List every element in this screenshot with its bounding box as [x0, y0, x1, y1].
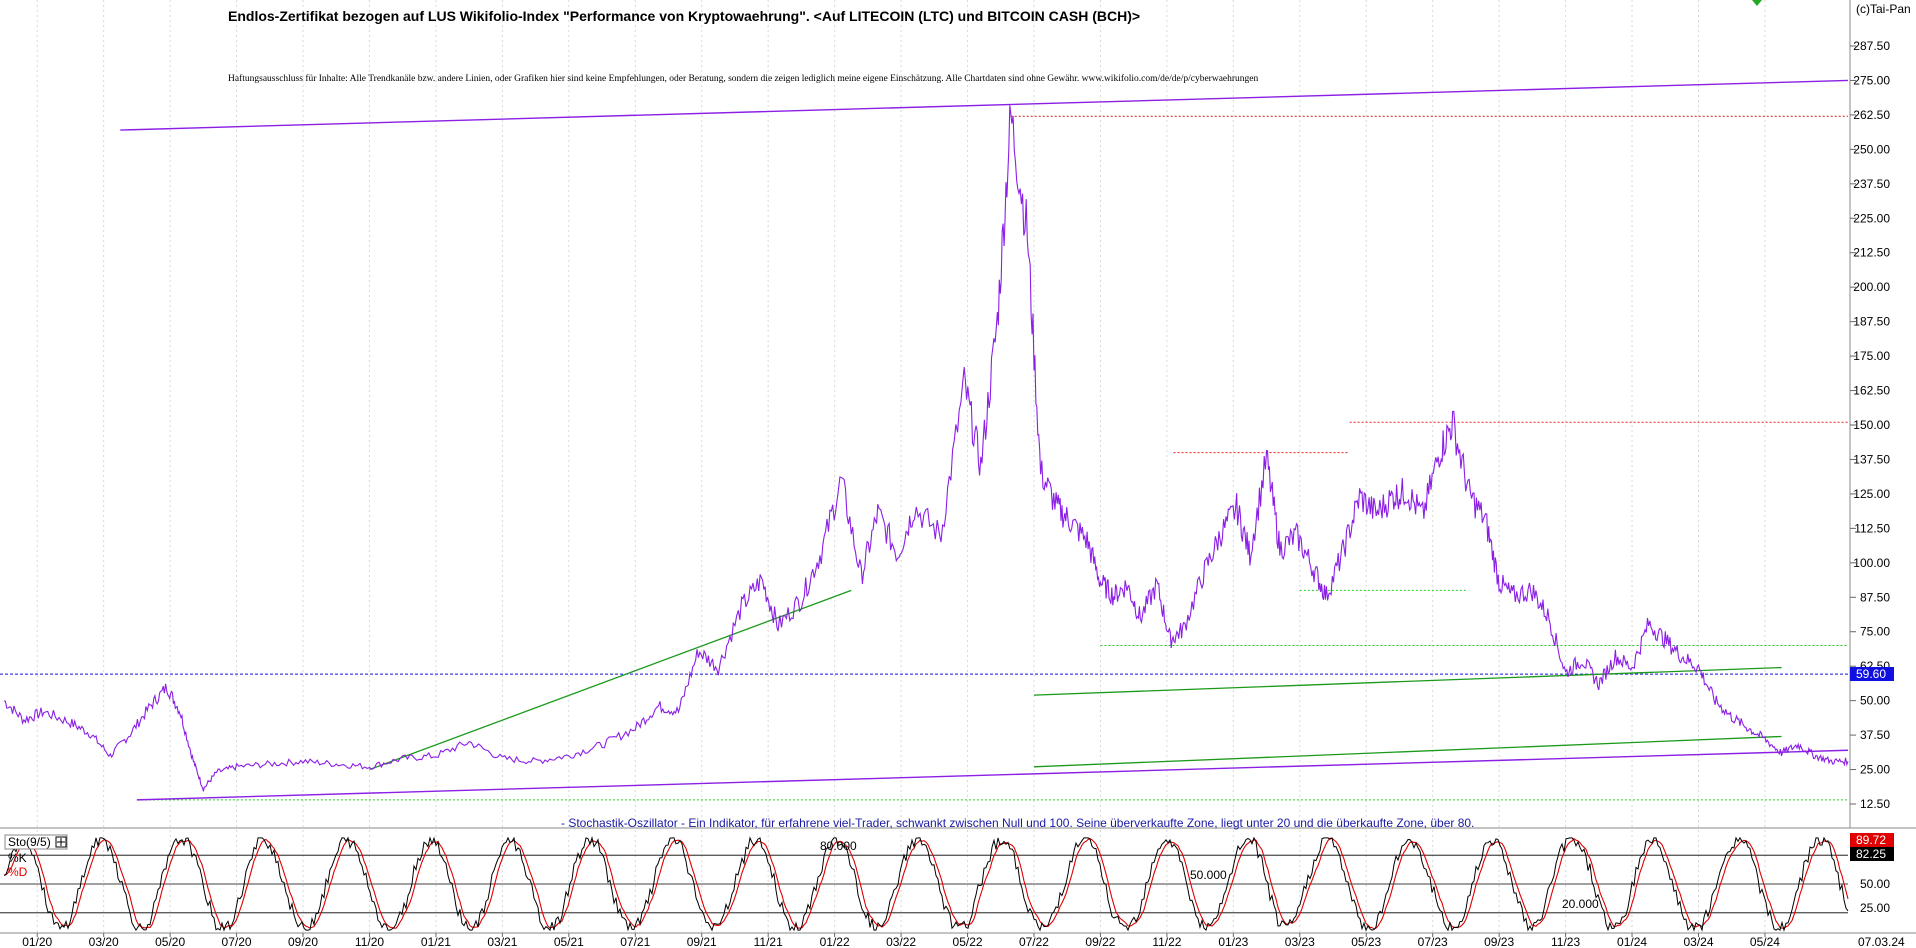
stochastic-k-line [3, 835, 1849, 932]
level-20-label: 20.000 [1562, 897, 1599, 911]
x-tick-label: 05/21 [554, 935, 584, 948]
stochastic-note: - Stochastik-Oszillator - Ein Indikator,… [561, 816, 1474, 830]
d-value-label: 82.25 [1856, 847, 1886, 861]
y-tick-label: 50.00 [1860, 694, 1890, 708]
price-axis-ticks: 287.50 275.00 262.50 250.00 237.50 225.00 212.… [1850, 39, 1890, 811]
chart-title: Endlos-Zertifikat bezogen auf LUS Wikifo… [228, 8, 1140, 24]
y-tick-label: 37.50 [1860, 728, 1890, 742]
stochastic-tick-label: 25.00 [1860, 901, 1890, 915]
x-tick-label: 01/22 [820, 935, 850, 948]
legend-k: %K [8, 851, 27, 865]
y-tick-label: 287.50 [1853, 39, 1890, 53]
channel-lower-line [136, 749, 1849, 801]
stochastic-d-line [3, 837, 1849, 930]
y-tick-label: 150.00 [1853, 418, 1890, 432]
last-price-label: 59.60 [1856, 667, 1886, 681]
last-price-box [1850, 667, 1894, 681]
x-tick-label: 05/24 [1750, 935, 1780, 948]
y-tick-label: 200.00 [1853, 280, 1890, 294]
expand-icon[interactable] [55, 836, 67, 848]
y-tick-label: 262.50 [1853, 108, 1890, 122]
y-tick-label: 225.00 [1853, 211, 1890, 225]
x-tick-label: 03/22 [886, 935, 916, 948]
x-tick-label: 11/22 [1152, 935, 1181, 948]
x-tick-label: 07/22 [1019, 935, 1049, 948]
y-tick-label: 100.00 [1853, 556, 1890, 570]
y-tick-label: 250.00 [1853, 142, 1890, 156]
channel-upper-line [120, 79, 1849, 131]
x-tick-label: 07/20 [222, 935, 252, 948]
stochastic-legend-box [4, 834, 68, 850]
x-tick-label: 09/23 [1484, 935, 1514, 948]
x-tick-label: 03/24 [1683, 935, 1713, 948]
x-tick-label: 11/20 [355, 935, 384, 948]
d-value-box [1850, 847, 1894, 861]
x-tick-label: 03/23 [1285, 935, 1315, 948]
x-tick-label: 11/21 [754, 935, 783, 948]
x-tick-label: 01/21 [421, 935, 451, 948]
y-tick-label: 212.50 [1853, 246, 1890, 260]
y-tick-label: 137.50 [1853, 452, 1890, 466]
y-tick-label: 162.50 [1853, 384, 1890, 398]
x-tick-label: 01/23 [1218, 935, 1248, 948]
y-tick-label: 275.00 [1853, 73, 1890, 87]
x-tick-label: 01/24 [1617, 935, 1647, 948]
x-tick-label: 09/21 [687, 935, 717, 948]
trendline [1033, 735, 1782, 768]
x-tick-label: 05/20 [155, 935, 185, 948]
trendline [1033, 666, 1782, 696]
x-tick-label: 07/21 [620, 935, 650, 948]
y-tick-label: 12.50 [1860, 797, 1890, 811]
legend-d: %D [8, 865, 28, 879]
y-tick-label: 25.00 [1860, 763, 1890, 777]
x-tick-label: 09/22 [1085, 935, 1115, 948]
x-tick-label: 11/23 [1551, 935, 1580, 948]
k-value-box [1850, 833, 1894, 847]
stochastic-grid [0, 830, 1848, 933]
level-50-label: 50.000 [1190, 868, 1227, 882]
y-tick-label: 112.50 [1854, 521, 1890, 535]
stochastic-axis-ticks: 50.00 25.00 [1860, 877, 1890, 915]
y-tick-label: 87.50 [1860, 590, 1890, 604]
y-tick-label: 75.00 [1860, 625, 1890, 639]
stochastic-series [3, 835, 1849, 932]
k-value-label: 89.72 [1856, 833, 1886, 847]
y-tick-label: 237.50 [1853, 177, 1890, 191]
price-series [3, 105, 1849, 792]
price-line [3, 105, 1849, 792]
x-tick-label: 07/23 [1418, 935, 1448, 948]
overlay-lines [0, 79, 1849, 801]
x-tick-label: 03/20 [89, 935, 119, 948]
x-tick-label: 07.03.24 [1858, 935, 1905, 948]
x-tick-label: 01/20 [22, 935, 52, 948]
x-tick-label: 03/21 [487, 935, 517, 948]
main-grid [36, 0, 1766, 828]
y-tick-label: 125.00 [1853, 487, 1890, 501]
trendline [369, 589, 852, 771]
stochastic-title: Sto(9/5) [8, 835, 51, 849]
x-tick-label: 05/23 [1351, 935, 1381, 948]
stochastic-tick-label: 50.00 [1860, 877, 1890, 891]
chart-disclaimer: Haftungsausschluss für Inhalte: Alle Tre… [228, 73, 1259, 84]
marker-triangle-icon [1752, 0, 1762, 6]
x-tick-label: 05/22 [953, 935, 983, 948]
copyright-label: (c)Tai-Pan [1856, 2, 1911, 16]
level-80-label: 80.000 [820, 839, 857, 853]
x-tick-label: 09/20 [288, 935, 318, 948]
y-tick-label: 187.50 [1853, 315, 1890, 329]
time-axis-ticks: 01/20 03/20 05/20 07/20 09/20 11/20 01/21 03/21… [22, 933, 1905, 948]
y-tick-label: 175.00 [1853, 349, 1890, 363]
